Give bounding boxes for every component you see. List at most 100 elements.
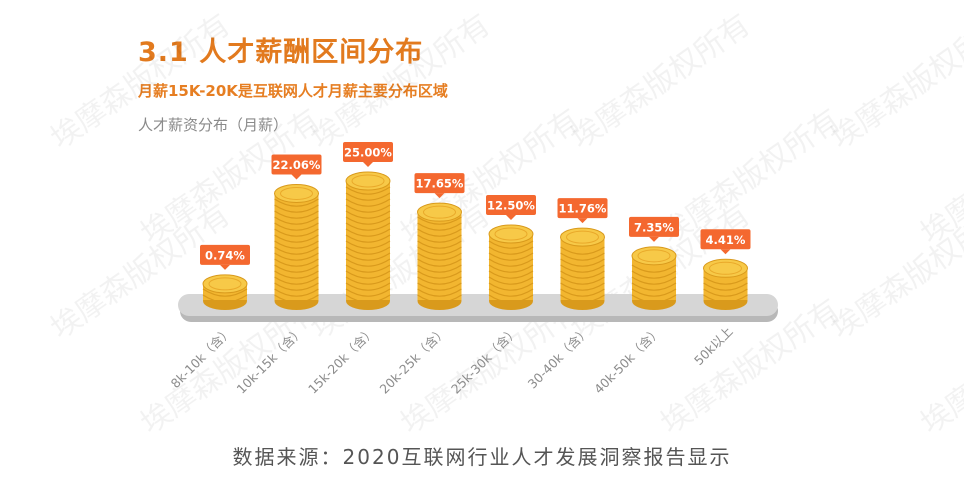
coin-ridge bbox=[560, 294, 605, 303]
coin-ridge bbox=[274, 210, 319, 219]
coin-ridge bbox=[345, 294, 391, 303]
watermark-text: 埃摩森版权所有 bbox=[565, 7, 757, 156]
coin-ridge bbox=[488, 294, 534, 303]
value-label: 12.50% bbox=[486, 195, 536, 220]
watermark-text: 埃摩森版权所有 bbox=[305, 7, 497, 156]
coin-ridge bbox=[488, 252, 534, 261]
coin-ridge bbox=[274, 276, 319, 285]
value-label-pointer bbox=[363, 162, 373, 167]
coin-stack bbox=[703, 258, 748, 310]
value-label: 17.65% bbox=[414, 173, 465, 199]
coin-ridge bbox=[417, 252, 462, 261]
coin-ridge bbox=[703, 294, 748, 303]
value-label-text: 25.00% bbox=[344, 146, 392, 160]
coin-stack bbox=[631, 246, 677, 310]
coin-ridge bbox=[274, 294, 319, 303]
coin-stack-fill bbox=[346, 181, 390, 300]
coin-ridge bbox=[274, 264, 319, 273]
coin-ridge bbox=[345, 204, 391, 213]
coin-stack bbox=[417, 202, 462, 310]
coin-top-rim bbox=[637, 249, 671, 263]
coin-top-rim bbox=[423, 205, 456, 219]
coin-ridge bbox=[274, 252, 319, 261]
chart-label: 人才薪资分布（月薪） bbox=[138, 116, 289, 134]
value-label-bg bbox=[271, 154, 322, 175]
value-label-bg bbox=[414, 173, 465, 194]
value-label: 11.76% bbox=[557, 198, 608, 224]
value-label: 4.41% bbox=[700, 229, 751, 255]
value-label-text: 22.06% bbox=[273, 158, 321, 172]
coin-ridge bbox=[417, 240, 462, 249]
value-label-text: 11.76% bbox=[559, 202, 607, 216]
coin-ridge bbox=[560, 252, 605, 261]
coin-ridge bbox=[345, 186, 391, 195]
value-label-pointer bbox=[220, 264, 230, 270]
coin-ridge bbox=[274, 204, 319, 213]
coin-ridge bbox=[345, 222, 391, 231]
coin-top-rim bbox=[208, 277, 242, 291]
value-label: 22.06% bbox=[271, 154, 322, 180]
watermark-text: 埃摩森版权所有 bbox=[915, 292, 964, 440]
coin-ridge bbox=[345, 264, 391, 273]
coin-ridge bbox=[560, 276, 605, 285]
value-label-bg bbox=[629, 216, 679, 237]
coin-ridge bbox=[274, 198, 319, 207]
value-label-pointer bbox=[434, 193, 445, 199]
coin-ridge bbox=[417, 246, 462, 255]
coin-ridge bbox=[274, 234, 319, 243]
coin-ridge bbox=[560, 258, 605, 267]
value-label-bg bbox=[200, 244, 250, 265]
coin-ridge bbox=[488, 240, 534, 249]
coin-ridge bbox=[560, 246, 605, 255]
value-label: 25.00% bbox=[343, 142, 393, 167]
coin-ridge bbox=[417, 216, 462, 225]
coin-ridge bbox=[631, 288, 677, 297]
coin-ridge bbox=[345, 282, 391, 291]
coin-ridge bbox=[274, 246, 319, 255]
coin-ridge bbox=[631, 282, 677, 291]
coin-ridge bbox=[274, 288, 319, 297]
coin-ridge bbox=[417, 264, 462, 273]
coin-ridge bbox=[560, 282, 605, 291]
coin-ridge bbox=[417, 282, 462, 291]
coin-ridge bbox=[417, 228, 462, 237]
coin-top-rim bbox=[351, 174, 385, 188]
coin-stacks bbox=[202, 171, 748, 310]
watermark-text: 埃摩森版权所有 bbox=[45, 7, 237, 156]
coin-ridge bbox=[488, 282, 534, 291]
coin-ridge bbox=[631, 276, 677, 285]
coin-top-rim bbox=[494, 227, 528, 241]
coin-ridge bbox=[631, 270, 677, 279]
coin-stack bbox=[202, 274, 248, 310]
coin-ridge bbox=[703, 288, 748, 297]
coin-ridge bbox=[488, 270, 534, 279]
coin-ridge bbox=[560, 264, 605, 273]
value-label-pointer bbox=[291, 174, 302, 180]
coin-ridge bbox=[345, 198, 391, 207]
value-label-bg bbox=[700, 229, 751, 250]
value-label-text: 7.35% bbox=[634, 220, 674, 234]
platform bbox=[178, 294, 778, 322]
coin-ridge bbox=[417, 270, 462, 279]
coin-ridge bbox=[345, 234, 391, 243]
coin-ridge bbox=[274, 282, 319, 291]
coin-ridge bbox=[417, 288, 462, 297]
page-subtitle: 月薪15K-20K是互联网人才月薪主要分布区域 bbox=[138, 82, 448, 100]
coin-ridge bbox=[274, 228, 319, 237]
value-label-bg bbox=[486, 195, 536, 215]
coin-ridge bbox=[345, 252, 391, 261]
coin-ridge bbox=[274, 270, 319, 279]
coin-ridge bbox=[560, 288, 605, 297]
coin-ridge bbox=[345, 276, 391, 285]
coin-ridge bbox=[345, 258, 391, 267]
coin-ridge bbox=[488, 264, 534, 273]
coin-ridge bbox=[417, 276, 462, 285]
coin-ridge bbox=[345, 216, 391, 225]
data-source: 数据来源：2020互联网行业人才发展洞察报告显示 bbox=[232, 445, 732, 469]
coin-ridge bbox=[488, 258, 534, 267]
coin-ridge bbox=[488, 246, 534, 255]
value-label-pointer bbox=[577, 218, 588, 224]
value-label-text: 0.74% bbox=[205, 248, 245, 262]
page-title: 3.1 人才薪酬区间分布 bbox=[138, 37, 424, 68]
